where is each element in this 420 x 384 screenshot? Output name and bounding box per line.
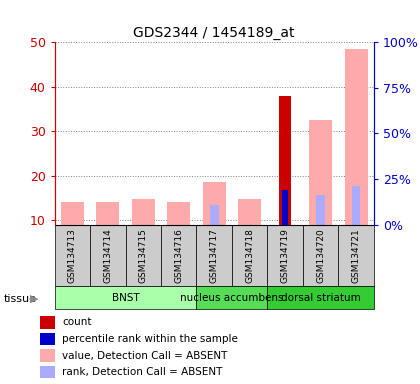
Text: rank, Detection Call = ABSENT: rank, Detection Call = ABSENT — [62, 367, 223, 377]
FancyBboxPatch shape — [55, 286, 197, 309]
Text: GSM134713: GSM134713 — [68, 228, 77, 283]
Text: GSM134716: GSM134716 — [174, 228, 183, 283]
FancyBboxPatch shape — [339, 225, 374, 286]
Bar — [40, 316, 55, 329]
FancyBboxPatch shape — [55, 225, 90, 286]
Title: GDS2344 / 1454189_at: GDS2344 / 1454189_at — [134, 26, 295, 40]
Text: GSM134715: GSM134715 — [139, 228, 148, 283]
Bar — [352, 186, 360, 225]
FancyBboxPatch shape — [90, 225, 126, 286]
FancyBboxPatch shape — [197, 286, 268, 309]
Bar — [40, 366, 55, 379]
Text: percentile rank within the sample: percentile rank within the sample — [62, 334, 238, 344]
Bar — [309, 120, 332, 225]
FancyBboxPatch shape — [268, 225, 303, 286]
Bar — [40, 333, 55, 345]
FancyBboxPatch shape — [303, 225, 339, 286]
Text: GSM134721: GSM134721 — [352, 228, 360, 283]
Bar — [344, 49, 368, 225]
Text: tissue: tissue — [4, 294, 37, 304]
Bar — [316, 195, 325, 225]
Text: nucleus accumbens: nucleus accumbens — [180, 293, 284, 303]
Text: GSM134717: GSM134717 — [210, 228, 219, 283]
Bar — [132, 199, 155, 225]
Text: GSM134714: GSM134714 — [103, 228, 112, 283]
Bar — [203, 182, 226, 225]
Text: GSM134720: GSM134720 — [316, 228, 325, 283]
Text: value, Detection Call = ABSENT: value, Detection Call = ABSENT — [62, 351, 228, 361]
Bar — [96, 202, 119, 225]
FancyBboxPatch shape — [126, 225, 161, 286]
Bar — [61, 202, 84, 225]
Text: dorsal striatum: dorsal striatum — [281, 293, 360, 303]
Bar — [238, 199, 261, 225]
FancyBboxPatch shape — [268, 286, 374, 309]
Bar — [40, 349, 55, 362]
Bar — [283, 190, 288, 225]
Text: GSM134719: GSM134719 — [281, 228, 290, 283]
Text: ▶: ▶ — [30, 294, 39, 304]
FancyBboxPatch shape — [161, 225, 197, 286]
Bar — [210, 205, 219, 225]
Text: GSM134718: GSM134718 — [245, 228, 254, 283]
Text: count: count — [62, 318, 92, 328]
FancyBboxPatch shape — [232, 225, 268, 286]
FancyBboxPatch shape — [197, 225, 232, 286]
Bar — [279, 96, 291, 225]
Bar — [167, 202, 190, 225]
Text: BNST: BNST — [112, 293, 139, 303]
